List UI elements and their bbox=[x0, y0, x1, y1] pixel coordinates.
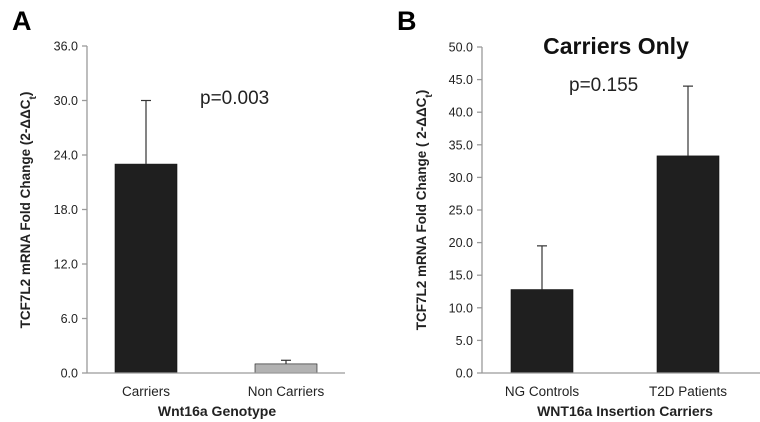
panel-a-letter: A bbox=[12, 6, 32, 36]
y-tick-label: 0.0 bbox=[61, 367, 78, 381]
y-tick-label: 24.0 bbox=[54, 149, 78, 163]
y-tick-label: 50.0 bbox=[449, 41, 473, 55]
bar bbox=[114, 163, 178, 374]
panel-b-bars bbox=[510, 155, 720, 374]
category-label: NG Controls bbox=[505, 384, 580, 399]
y-tick-label: 25.0 bbox=[449, 204, 473, 218]
panel-b-y-axis-label: TCF7L2 mRNA Fold Change ( 2-ΔΔCt) bbox=[414, 90, 435, 331]
y-tick-label: 10.0 bbox=[449, 301, 473, 315]
panel-b-x-axis-label: WNT16a Insertion Carriers bbox=[537, 403, 713, 419]
panel-b-title: Carriers Only bbox=[543, 33, 689, 59]
panel-a-bars bbox=[114, 163, 318, 374]
category-label: Non Carriers bbox=[248, 384, 325, 399]
bar bbox=[656, 155, 720, 374]
y-tick-label: 30.0 bbox=[54, 94, 78, 108]
panel-b-letter: B bbox=[397, 6, 417, 36]
category-label: T2D Patients bbox=[649, 384, 727, 399]
panel-a-p-value: p=0.003 bbox=[200, 88, 269, 109]
y-tick-label: 30.0 bbox=[449, 171, 473, 185]
y-tick-label: 36.0 bbox=[54, 40, 78, 54]
panel-b-chart: B Carriers Only TCF7L2 mRNA Fold Change … bbox=[397, 6, 760, 419]
panel-b-p-value: p=0.155 bbox=[569, 75, 638, 96]
panel-b-error-bars bbox=[537, 85, 693, 290]
bar bbox=[510, 289, 574, 374]
y-tick-label: 35.0 bbox=[449, 138, 473, 152]
panel-a-category-labels: Carriers Non Carriers bbox=[122, 384, 325, 399]
panel-a-y-axis-label: TCF7L2 mRNA Fold Change (2-ΔΔCt) bbox=[18, 92, 39, 329]
y-tick-label: 20.0 bbox=[449, 236, 473, 250]
panel-b-category-labels: NG Controls T2D Patients bbox=[505, 384, 727, 399]
panel-a-y-ticks: 0.0 6.0 12.0 18.0 24.0 30.0 36.0 bbox=[54, 40, 87, 381]
panel-b-y-ticks: 0.0 5.0 10.0 15.0 20.0 25.0 30.0 35.0 40.0 45.0 50… bbox=[449, 41, 482, 381]
y-tick-label: 12.0 bbox=[54, 258, 78, 272]
panel-a-x-axis-label: Wnt16a Genotype bbox=[158, 403, 276, 419]
panel-a-error-bars bbox=[141, 99, 291, 364]
y-tick-label: 5.0 bbox=[456, 334, 473, 348]
category-label: Carriers bbox=[122, 384, 170, 399]
y-tick-label: 45.0 bbox=[449, 73, 473, 87]
bar bbox=[254, 363, 318, 374]
y-tick-label: 0.0 bbox=[456, 367, 473, 381]
y-tick-label: 15.0 bbox=[449, 269, 473, 283]
y-tick-label: 6.0 bbox=[61, 312, 78, 326]
y-tick-label: 18.0 bbox=[54, 203, 78, 217]
panel-a-chart: A TCF7L2 mRNA Fold Change (2-ΔΔCt) 0.0 6.… bbox=[12, 6, 345, 419]
y-tick-label: 40.0 bbox=[449, 106, 473, 120]
